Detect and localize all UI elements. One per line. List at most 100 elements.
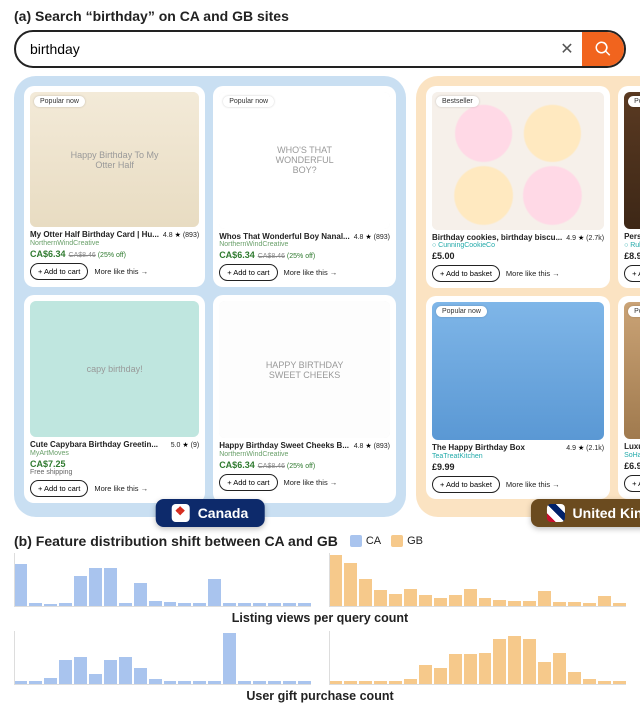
product-card: Popular now Luxury Birthday Brownies, Bir… [618,296,640,498]
country-label-ca: Canada [198,505,249,521]
more-like-this-link[interactable]: More like this → [94,267,148,276]
product-thumb[interactable]: Popular now [432,302,604,440]
bar [434,598,447,606]
bar [149,601,162,605]
search-input[interactable] [16,41,552,57]
search-icon [594,40,612,58]
product-thumb[interactable]: HAPPY BIRTHDAYSWEET CHEEKS [219,301,390,438]
legend-gb: GB [391,535,423,547]
bar [449,654,462,683]
badge: Popular now [628,306,640,317]
clear-icon[interactable]: ✕ [552,34,582,64]
seller-name[interactable]: TeaTreatKitchen [432,453,604,460]
seller-name[interactable]: ○ CunningCookieCo [432,242,604,249]
search-button[interactable] [582,32,624,66]
charts-row-1 [14,553,626,607]
seller-name[interactable]: ○ RubyTheCakeArtist [624,242,640,249]
price: CA$6.34CA$8.46 (25% off) [219,460,390,470]
product-card: HAPPY BIRTHDAYSWEET CHEEKS Happy Birthday… [213,295,396,502]
product-card: capy birthday! Cute Capybara Birthday Gre… [24,295,205,502]
product-title[interactable]: Personalised brownie slab / hap... [624,233,640,242]
bar [449,595,462,606]
product-title[interactable]: My Otter Half Birthday Card | Hu... [30,231,159,240]
product-thumb[interactable]: capy birthday! [30,301,199,436]
seller-name[interactable]: NorthernWindCreative [219,241,390,248]
product-title[interactable]: Happy Birthday Sweet Cheeks B... [219,442,350,451]
price: CA$6.34CA$8.46 (25% off) [219,250,390,260]
bar [44,678,57,683]
bar [268,603,281,606]
more-like-this-link[interactable]: More like this → [94,484,148,493]
product-title[interactable]: Cute Capybara Birthday Greetin... [30,441,167,450]
bar [523,601,536,605]
bar [493,600,506,605]
bar [419,595,432,606]
add-to-basket-button[interactable]: + Add to basket [624,265,640,282]
more-like-this-link[interactable]: More like this → [284,478,338,487]
more-like-this-link[interactable]: More like this → [506,269,560,278]
product-card: Bestseller Birthday cookies, birthday bis… [426,86,610,288]
bar [223,633,236,683]
price: CA$6.34CA$8.46 (25% off) [30,249,199,259]
bar [253,603,266,606]
product-thumb[interactable]: YOURMESSAGEHERE!Popular now [624,92,640,229]
product-title[interactable]: Whos That Wonderful Boy Nanal... [219,233,350,242]
more-like-this-link[interactable]: More like this → [506,480,560,489]
product-card: YOURMESSAGEHERE!Popular now Personalised … [618,86,640,288]
bar [389,681,402,684]
bar [553,653,566,684]
chart-gift-purchase-gb [329,631,626,685]
product-thumb[interactable]: WHO'S THATWONDERFULBOY?Popular now [219,92,390,229]
shipping-label: Free shipping [30,469,199,476]
product-thumb[interactable]: Popular now [624,302,640,439]
product-thumb[interactable]: Bestseller [432,92,604,230]
more-like-this-link[interactable]: More like this → [284,268,338,277]
bar [523,639,536,684]
product-title[interactable]: Birthday cookies, birthday biscu... [432,234,562,243]
chart-listing-views-gb [329,553,626,607]
bar [298,603,311,606]
add-to-basket-button[interactable]: + Add to basket [432,265,500,282]
bar [493,639,506,684]
rating: 4.8 ★ (893) [354,442,390,450]
seller-name[interactable]: NorthernWindCreative [219,451,390,458]
seller-name[interactable]: SoHappyMail [624,452,640,459]
price: £6.99 [624,461,640,471]
section-b-title: (b) Feature distribution shift between C… [14,533,338,549]
chart-gift-purchase-ca [14,631,311,685]
flag-gb-icon [547,504,565,522]
add-to-basket-button[interactable]: + Add to basket [624,475,640,492]
chart-row1-label: Listing views per query count [14,611,626,625]
badge: Bestseller [436,96,479,107]
rating: 4.8 ★ (893) [354,233,390,241]
bar [404,679,417,683]
seller-name[interactable]: MyArtMoves [30,450,199,457]
bar [238,681,251,684]
bar [29,603,42,606]
bar [104,568,117,605]
add-to-cart-button[interactable]: + Add to cart [219,264,277,281]
bar [479,598,492,606]
seller-name[interactable]: NorthernWindCreative [30,240,199,247]
bar [359,681,372,684]
product-title[interactable]: The Happy Birthday Box [432,444,562,453]
add-to-cart-button[interactable]: + Add to cart [30,263,88,280]
bar [329,555,342,605]
bar [598,596,611,606]
product-thumb[interactable]: Happy Birthday To MyOtter HalfPopular no… [30,92,199,227]
flag-ca-icon [172,504,190,522]
bar [104,660,117,684]
price: £5.00 [432,251,604,261]
bar [44,604,57,606]
bar [134,668,147,684]
price: £8.99 [624,251,640,261]
add-to-basket-button[interactable]: + Add to basket [432,476,500,493]
add-to-cart-button[interactable]: + Add to cart [219,474,277,491]
bar [344,563,357,605]
add-to-cart-button[interactable]: + Add to cart [30,480,88,497]
bar [359,579,372,606]
product-title[interactable]: Luxury Birthday Brownies, Birth... [624,443,640,452]
bar [253,681,266,684]
rating: 4.9 ★ (2.7k) [566,234,604,242]
bar [583,679,596,683]
